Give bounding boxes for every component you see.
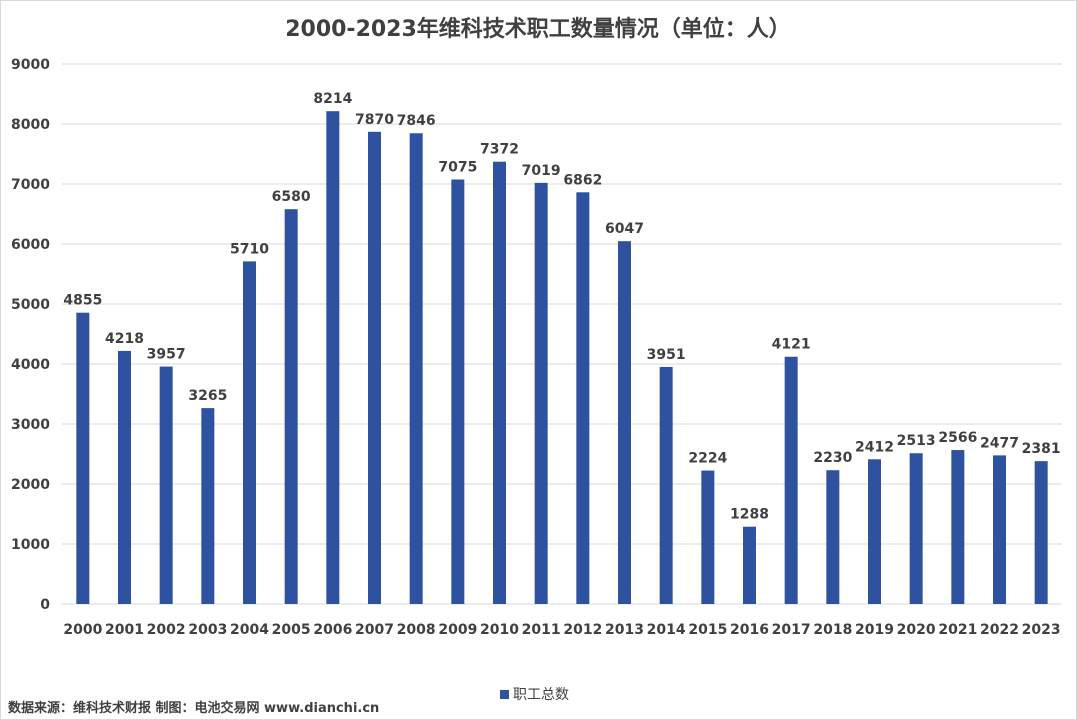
y-tick-label: 4000	[11, 357, 50, 373]
data-label-2017: 4121	[772, 337, 811, 353]
data-label-2006: 8214	[313, 91, 352, 107]
data-label-2005: 6580	[272, 189, 311, 205]
data-label-2008: 7846	[397, 113, 436, 129]
legend: 职工总数	[500, 687, 569, 703]
y-axis: 0 1000 2000 3000 4000 5000 6000 7000 8000 9000	[11, 57, 50, 613]
x-tick-label: 2008	[397, 622, 436, 638]
x-tick-label: 2005	[272, 622, 311, 638]
bar-2007	[368, 131, 381, 605]
y-tick-label: 0	[40, 597, 50, 613]
bar-2006	[326, 111, 340, 604]
x-tick-label: 2023	[1022, 622, 1061, 638]
bar-2023	[1034, 461, 1048, 604]
data-label-2000: 4855	[63, 293, 102, 309]
bar-2017	[784, 356, 798, 604]
bar-2021	[951, 450, 965, 604]
data-label-2002: 3957	[147, 347, 186, 363]
source-note: 数据来源：维科技术财报 制图：电池交易网 www.dianchi.cn	[8, 700, 379, 716]
bar-2018	[826, 470, 840, 604]
bar-2005	[284, 209, 298, 604]
bar-2020	[909, 453, 923, 604]
y-tick-label: 9000	[11, 57, 50, 73]
bar-2016	[743, 526, 756, 604]
data-label-2018: 2230	[813, 450, 852, 466]
y-tick-label: 8000	[11, 117, 50, 133]
y-tick-label: 5000	[11, 297, 50, 313]
bar-2019	[868, 459, 881, 604]
data-label-2007: 7870	[355, 112, 394, 128]
data-label-2001: 4218	[105, 331, 144, 347]
bar-2015	[701, 470, 715, 604]
data-label-2009: 7075	[438, 160, 477, 176]
bar-2008	[409, 133, 423, 605]
x-tick-label: 2014	[647, 622, 686, 638]
x-tick-label: 2006	[313, 622, 352, 638]
data-label-2022: 2477	[980, 435, 1019, 451]
x-tick-label: 2007	[355, 622, 394, 638]
y-tick-label: 6000	[11, 237, 50, 253]
y-tick-label: 1000	[11, 537, 50, 553]
bar-2003	[201, 408, 215, 604]
data-label-2023: 2381	[1022, 441, 1061, 457]
bar-2013	[618, 241, 631, 604]
data-label-2016: 1288	[730, 507, 769, 523]
bar-2001	[118, 350, 131, 604]
x-tick-label: 2018	[813, 622, 852, 638]
x-tick-label: 2016	[730, 622, 769, 638]
bar-2022	[993, 455, 1006, 604]
y-tick-label: 3000	[11, 417, 50, 433]
x-tick-label: 2012	[563, 622, 602, 638]
x-tick-label: 2011	[522, 622, 561, 638]
y-tick-label: 7000	[11, 177, 50, 193]
x-tick-label: 2019	[855, 622, 894, 638]
x-tick-label: 2017	[772, 622, 811, 638]
data-label-2021: 2566	[938, 430, 977, 446]
data-label-2003: 3265	[188, 388, 227, 404]
bar-2004	[243, 261, 256, 604]
x-tick-label: 2010	[480, 622, 519, 638]
bar-2011	[534, 182, 548, 605]
data-label-2014: 3951	[647, 347, 686, 363]
data-label-2011: 7019	[522, 163, 561, 179]
bar-2002	[159, 366, 173, 604]
chart-title: 2000-2023年维科技术职工数量情况（单位：人）	[285, 16, 791, 42]
x-tick-label: 2002	[147, 622, 186, 638]
legend-swatch	[500, 690, 509, 699]
x-tick-label: 2022	[980, 622, 1019, 638]
x-axis: 2000 2001 2002 2003 2004 2005 2006 2007 2008 2009…	[63, 622, 1060, 638]
x-tick-label: 2015	[688, 622, 727, 638]
x-tick-label: 2013	[605, 622, 644, 638]
data-label-2004: 5710	[230, 241, 269, 257]
x-tick-label: 2009	[438, 622, 477, 638]
data-label-2010: 7372	[480, 142, 519, 158]
data-label-2020: 2513	[897, 433, 936, 449]
x-tick-label: 2020	[897, 622, 936, 638]
data-label-2019: 2412	[855, 439, 894, 455]
bar-2014	[659, 366, 673, 604]
legend-label: 职工总数	[513, 687, 569, 703]
y-tick-label: 2000	[11, 477, 50, 493]
x-tick-label: 2021	[938, 622, 977, 638]
x-tick-label: 2001	[105, 622, 144, 638]
bars	[76, 111, 1048, 605]
bar-2012	[576, 192, 590, 604]
x-tick-label: 2003	[188, 622, 227, 638]
gridlines	[62, 63, 1062, 605]
x-tick-label: 2000	[63, 622, 102, 638]
bar-2010	[493, 161, 506, 604]
data-label-2015: 2224	[688, 451, 727, 467]
data-label-2013: 6047	[605, 221, 644, 237]
x-tick-label: 2004	[230, 622, 269, 638]
bar-2009	[451, 179, 465, 604]
data-label-2012: 6862	[563, 172, 602, 188]
bar-2000	[76, 312, 90, 604]
